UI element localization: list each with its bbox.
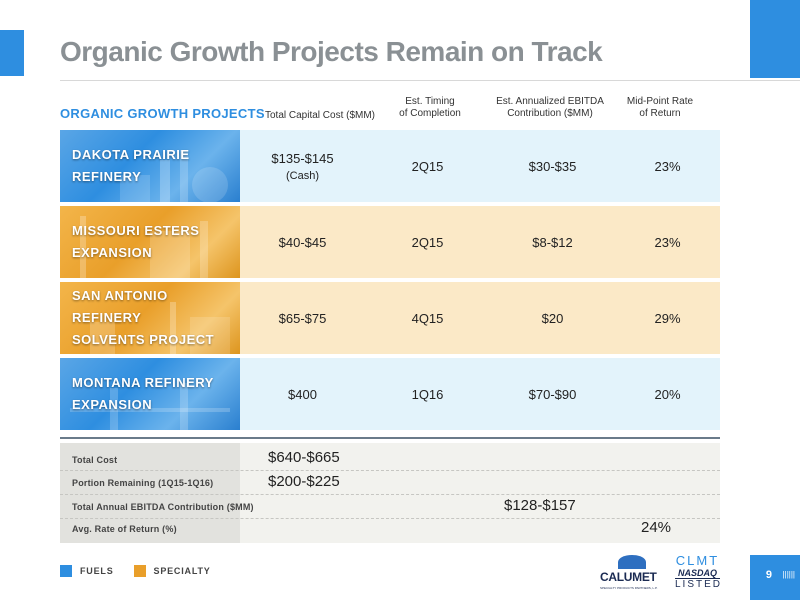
row-data: $400 1Q16 $70-$90 20%	[240, 358, 720, 430]
return-rate: 29%	[654, 310, 681, 326]
remaining-value: $200-$225	[268, 473, 340, 490]
summary-row-divider	[60, 494, 720, 495]
project-image-specialty: SAN ANTONIO REFINERY SOLVENTS PROJECT	[60, 282, 240, 354]
refinery-image	[90, 302, 230, 354]
refinery-image	[70, 383, 230, 430]
table-row: MISSOURI ESTERS EXPANSION $40-$45 2Q15 $8…	[60, 206, 720, 278]
return-rate: 23%	[654, 158, 681, 174]
header-ebitda: Est. Annualized EBITDA Contribution ($MM)	[496, 96, 604, 119]
fuels-swatch	[60, 565, 72, 577]
project-image-fuels: DAKOTA PRAIRIE REFINERY	[60, 130, 240, 202]
summary-label: Total Cost	[72, 455, 118, 465]
total-cost-value: $640-$665	[268, 449, 340, 466]
bottom-right-accent-bar	[750, 555, 800, 600]
project-image-fuels: MONTANA REFINERY EXPANSION	[60, 358, 240, 430]
summary-row-divider	[60, 470, 720, 471]
summary-label: Total Annual EBITDA Contribution ($MM)	[72, 502, 254, 512]
row-data: $40-$45 2Q15 $8-$12 23%	[240, 206, 720, 278]
summary-row-return: Avg. Rate of Return (%)	[60, 518, 720, 540]
summary-row-total-cost: Total Cost	[60, 449, 720, 471]
nasdaq-listing-badge: CLMT NASDAQ LISTED	[675, 553, 723, 590]
title-divider	[60, 80, 800, 81]
header-projects: ORGANIC GROWTH PROJECTS	[60, 106, 265, 121]
return-rate: 23%	[654, 234, 681, 250]
legend-fuels: FUELS	[80, 566, 114, 576]
summary-label: Avg. Rate of Return (%)	[72, 524, 177, 534]
header-return: Mid-Point Rate of Return	[626, 96, 694, 119]
summary-row-ebitda: Total Annual EBITDA Contribution ($MM)	[60, 496, 720, 518]
avg-return-value: 24%	[641, 519, 672, 536]
page-ticks: ||||||	[782, 570, 795, 579]
summary-row-remaining: Portion Remaining (1Q15-1Q16)	[60, 472, 720, 494]
slide-title: Organic Growth Projects Remain on Track	[60, 36, 603, 67]
page-number: 9	[765, 569, 772, 581]
table-row: DAKOTA PRAIRIE REFINERY $135-$145 (Cash) 2…	[60, 130, 720, 202]
capital-cost: $135-$145	[271, 150, 334, 166]
capital-cost: $40-$45	[278, 234, 327, 250]
capital-cost: $65-$75	[278, 310, 327, 326]
legend: FUELS SPECIALTY	[60, 565, 211, 577]
summary-label-column	[60, 443, 240, 543]
timing: 2Q15	[411, 158, 444, 174]
top-right-accent-bar	[750, 0, 800, 78]
project-image-specialty: MISSOURI ESTERS EXPANSION	[60, 206, 240, 278]
summary-label: Portion Remaining (1Q15-1Q16)	[72, 478, 214, 488]
total-ebitda-value: $128-$157	[504, 497, 576, 514]
table-row: SAN ANTONIO REFINERY SOLVENTS PROJECT $65…	[60, 282, 720, 354]
ebitda: $8-$12	[532, 234, 573, 250]
timing: 2Q15	[411, 234, 444, 250]
refinery-image	[120, 150, 228, 202]
ebitda: $30-$35	[528, 158, 577, 174]
title-accent-bar	[0, 30, 24, 76]
plant-image	[80, 216, 208, 278]
capital-cost: $400	[288, 386, 317, 402]
table-row: MONTANA REFINERY EXPANSION $400 1Q16 $70-…	[60, 358, 720, 430]
calumet-logo: CALUMET SPECIALTY PRODUCTS PARTNERS, L.P…	[600, 555, 666, 595]
timing: 4Q15	[411, 310, 444, 326]
header-capital-cost: Total Capital Cost ($MM)	[264, 110, 376, 121]
ebitda: $20	[541, 310, 564, 326]
row-data: $135-$145 (Cash) 2Q15 $30-$35 23%	[240, 130, 720, 202]
header-timing: Est. Timing of Completion	[399, 96, 461, 119]
legend-specialty: SPECIALTY	[153, 566, 211, 576]
capital-note: (Cash)	[285, 169, 319, 182]
logo-swoosh-icon	[618, 555, 646, 569]
specialty-swatch	[133, 565, 146, 577]
summary-divider	[60, 437, 720, 439]
row-data: $65-$75 4Q15 $20 29%	[240, 282, 720, 354]
summary-row-divider	[60, 518, 720, 519]
timing: 1Q16	[411, 386, 444, 402]
ebitda: $70-$90	[528, 386, 577, 402]
return-rate: 20%	[654, 386, 681, 402]
